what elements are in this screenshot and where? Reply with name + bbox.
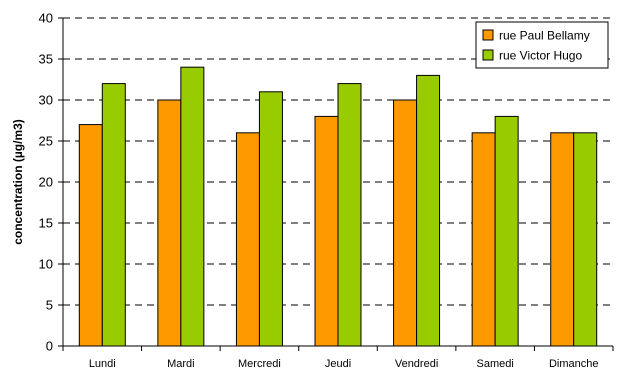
- legend-swatch: [482, 29, 494, 41]
- y-tick-label: 35: [39, 52, 53, 67]
- bar-victor-hugo: [180, 66, 205, 347]
- x-tick-label: Lundi: [89, 358, 116, 370]
- y-tick-label: 20: [39, 175, 53, 190]
- y-tick-label: 40: [39, 11, 53, 26]
- axis-labels: 0 5 10 15 20 25 30 35 40 Lundi Mardi Mercredi Jeudi V…: [39, 11, 599, 371]
- y-tick-label: 25: [39, 134, 53, 149]
- y-axis-title: concentration (µg/m3): [11, 119, 25, 245]
- legend-label: rue Paul Bellamy: [499, 29, 590, 43]
- axes: [58, 17, 614, 351]
- y-tick-label: 30: [39, 93, 53, 108]
- bar-paul-bellamy: [393, 99, 418, 347]
- bar-paul-bellamy: [78, 124, 103, 347]
- bar-paul-bellamy: [157, 99, 182, 347]
- bar-victor-hugo: [573, 132, 598, 347]
- y-tick-label: 15: [39, 216, 53, 231]
- x-tick-label: Dimanche: [549, 358, 599, 370]
- bar-victor-hugo: [494, 115, 519, 347]
- x-tick-label: Vendredi: [395, 358, 438, 370]
- bar-victor-hugo: [258, 91, 283, 347]
- bar-paul-bellamy: [314, 115, 339, 347]
- bar-paul-bellamy: [550, 132, 575, 347]
- y-tick-label: 10: [39, 257, 53, 272]
- x-tick-label: Samedi: [476, 358, 513, 370]
- legend-label: rue Victor Hugo: [499, 49, 582, 63]
- legend-swatch: [482, 49, 494, 61]
- bar-victor-hugo: [101, 83, 126, 347]
- legend: rue Paul Bellamy rue Victor Hugo: [475, 21, 609, 69]
- bar-victor-hugo: [416, 74, 441, 347]
- bars: [78, 66, 598, 347]
- y-tick-label: 0: [46, 339, 53, 354]
- x-tick-label: Jeudi: [325, 358, 351, 370]
- y-tick-label: 5: [46, 298, 53, 313]
- legend-box: [475, 21, 609, 69]
- bar-paul-bellamy: [471, 132, 496, 347]
- bar-victor-hugo: [337, 83, 362, 347]
- x-tick-label: Mardi: [167, 358, 195, 370]
- x-tick-label: Mercredi: [238, 358, 281, 370]
- bar-paul-bellamy: [235, 132, 260, 347]
